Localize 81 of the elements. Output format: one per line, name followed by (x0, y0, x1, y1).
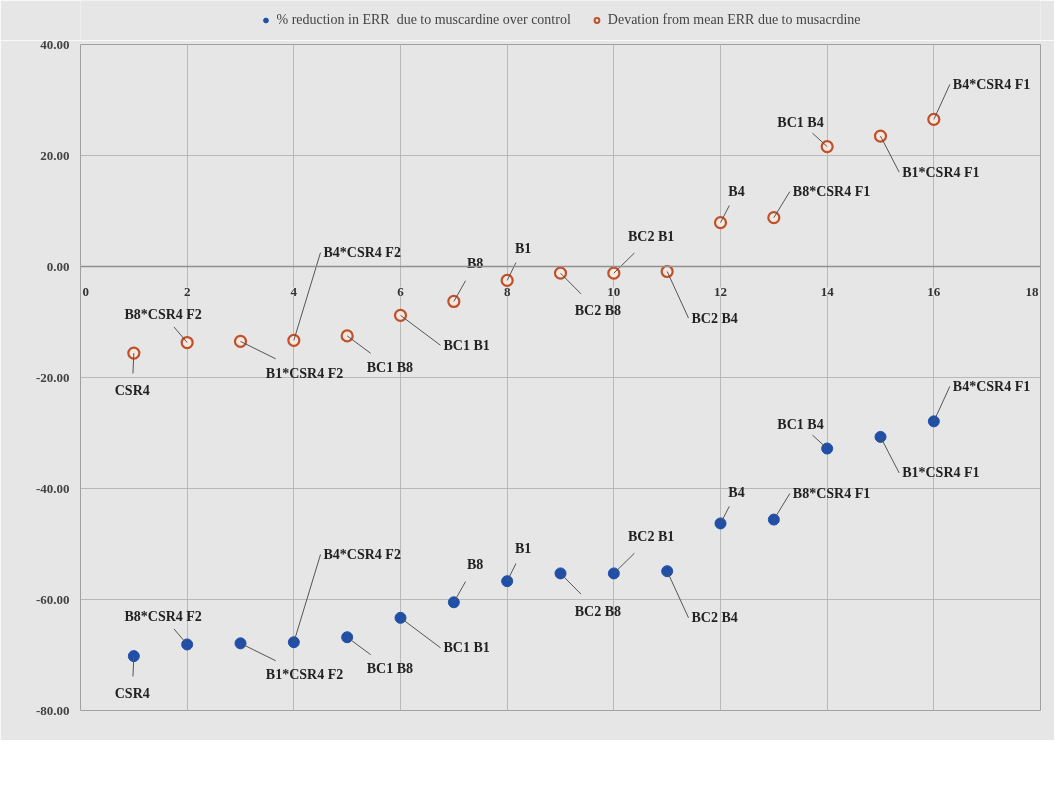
x-tick-label: 4 (290, 283, 298, 299)
annotation: BC2 B1 (628, 229, 675, 245)
annotation: BC1 B8 (366, 661, 413, 677)
annotation: B8*CSR4 F1 (792, 184, 871, 200)
y-tick-label: 40.00 (40, 36, 70, 52)
x-tick-label: 6 (397, 283, 405, 299)
annotation: B1*CSR4 F1 (902, 465, 980, 481)
point (767, 211, 781, 225)
annotation: B1 (515, 240, 532, 256)
annotation: B8 (467, 557, 484, 573)
point (873, 129, 888, 143)
point (340, 329, 354, 343)
annotation: B4 (728, 484, 745, 500)
annotation: B4*CSR4 F1 (952, 76, 1031, 92)
point (127, 650, 140, 663)
annotation: B1*CSR4 F2 (265, 667, 344, 683)
annotation: B1*CSR4 F2 (265, 365, 344, 381)
annotation: BC2 B8 (574, 603, 621, 619)
point (767, 513, 780, 526)
x-tick-label: 0 (82, 283, 89, 299)
point (447, 294, 461, 309)
point (661, 565, 674, 578)
point (180, 335, 194, 350)
annotation: B8*CSR4 F1 (792, 485, 871, 501)
y-tick-label: 0.00 (46, 258, 70, 274)
annotation: B8*CSR4 F2 (124, 608, 202, 624)
x-tick-label: 14 (820, 283, 835, 299)
x-tick-label: 18 (1025, 283, 1039, 299)
annotation: BC1 B1 (443, 337, 490, 353)
annotation: B1*CSR4 F1 (902, 164, 980, 180)
x-tick-label: 8 (503, 283, 511, 299)
point (447, 596, 460, 609)
annotation: BC2 B1 (628, 529, 675, 545)
point (393, 308, 408, 322)
point (233, 334, 248, 349)
point (234, 637, 247, 650)
annotation: BC1 B8 (366, 360, 413, 376)
y-tick-label: -60.00 (35, 591, 70, 607)
point (181, 638, 194, 651)
x-tick-label: 12 (714, 283, 727, 299)
point (287, 636, 300, 649)
annotation: BC2 B4 (691, 610, 738, 626)
point (394, 611, 407, 624)
annotation: B1 (515, 541, 532, 557)
point (500, 273, 514, 287)
annotation: BC1 B4 (777, 114, 824, 130)
point (820, 140, 834, 154)
legend-label: % reduction in ERR due to muscardine over control (276, 12, 571, 28)
y-tick-label: -80.00 (35, 702, 70, 718)
point (607, 266, 621, 280)
point (287, 333, 301, 347)
y-tick-label: 20.00 (40, 147, 70, 163)
point (927, 415, 940, 428)
point (927, 112, 941, 127)
legend-label: Devation from mean ERR due to musacrdine (607, 12, 861, 28)
point (607, 567, 620, 580)
y-tick-label: -40.00 (35, 480, 70, 496)
x-tick-label: 16 (927, 283, 941, 299)
point (553, 266, 568, 280)
point (554, 567, 567, 580)
annotation: B4 (728, 184, 745, 200)
annotation: CSR4 (114, 382, 150, 398)
point (341, 631, 354, 644)
point (127, 346, 141, 360)
annotation: B4*CSR4 F2 (323, 547, 401, 563)
annotation: BC2 B8 (574, 303, 621, 319)
x-tick-label: 10 (607, 283, 621, 299)
point (874, 430, 887, 443)
annotation: CSR4 (114, 685, 150, 701)
y-tick-label: -20.00 (35, 369, 70, 385)
annotation: BC1 B1 (443, 640, 490, 656)
annotation: B4*CSR4 F1 (952, 378, 1031, 394)
point (714, 517, 727, 530)
x-tick-label: 2 (183, 283, 191, 299)
annotation: B8*CSR4 F2 (124, 306, 202, 322)
point (501, 575, 514, 588)
annotation: B4*CSR4 F2 (323, 245, 401, 261)
annotation: BC1 B4 (777, 416, 824, 432)
annotation: BC2 B4 (691, 310, 738, 326)
point (713, 216, 728, 230)
point (821, 442, 834, 455)
